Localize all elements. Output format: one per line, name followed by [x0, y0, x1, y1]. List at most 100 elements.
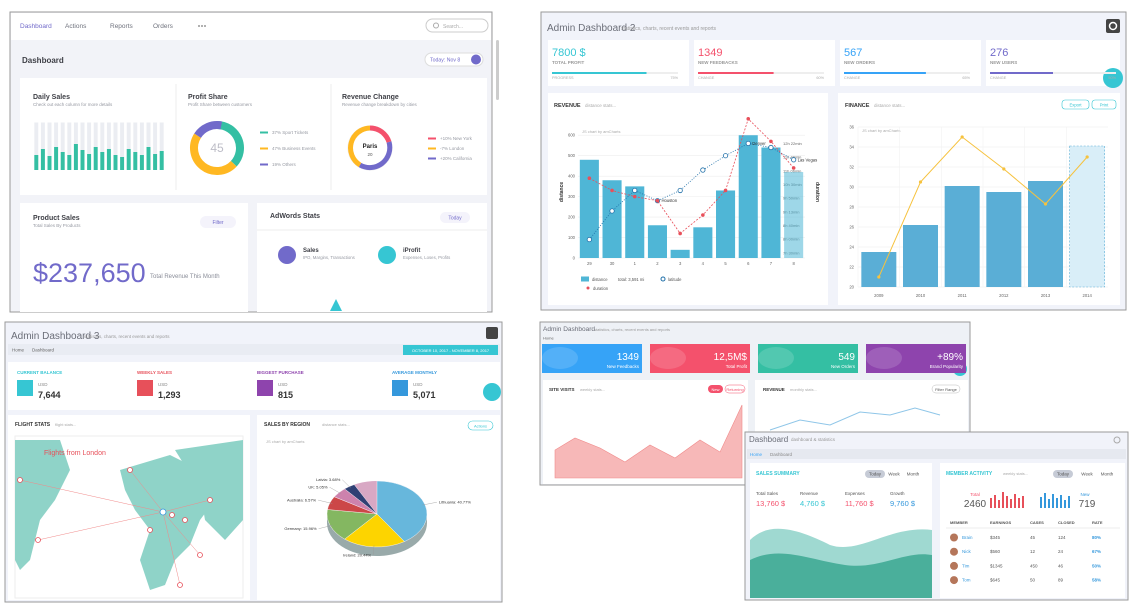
label: statistics, charts, recent events and re…: [621, 26, 717, 32]
label: 28: [849, 205, 854, 210]
label: Month: [1101, 472, 1114, 477]
point: [918, 180, 923, 184]
label: Expenses: [845, 491, 866, 496]
date-button[interactable]: [471, 54, 481, 65]
point: [700, 167, 706, 173]
label: $645: [990, 578, 1001, 583]
bar: [100, 152, 105, 170]
label: 2011: [958, 293, 968, 298]
export-button[interactable]: [1061, 99, 1090, 110]
filter-button[interactable]: [200, 216, 236, 228]
point: [587, 176, 592, 181]
label: 12,5M$: [714, 352, 748, 363]
tile-decor: [650, 347, 686, 369]
bar: [146, 147, 151, 170]
label: Expenses, Loses, Profits: [403, 255, 450, 260]
bar: [139, 155, 144, 170]
label: Total: [970, 492, 980, 497]
bar: [47, 156, 52, 170]
label: Flights from London: [44, 450, 106, 457]
bar: [60, 152, 65, 170]
label: 4,760 $: [800, 499, 826, 508]
label: 7: [770, 261, 773, 266]
breadcrumb-bar: [747, 449, 1126, 459]
tab-active[interactable]: [1053, 470, 1073, 478]
label: Revenue: [800, 491, 819, 496]
label: SITE VISITS: [549, 387, 575, 392]
label: FLIGHT STATS: [15, 422, 51, 428]
label: FINANCE: [845, 103, 870, 109]
kpi-icon: [257, 380, 273, 396]
kpi-icon: [17, 380, 33, 396]
point: [677, 187, 683, 194]
label: +10% New York: [440, 136, 473, 141]
bar-background: [100, 122, 105, 170]
search-icon: [433, 22, 439, 29]
label: 24: [849, 245, 854, 250]
label: total: 3,591 mi: [618, 277, 644, 282]
filter-button[interactable]: [931, 384, 961, 394]
label: Lithuania: 40.77%: [439, 500, 471, 505]
label: 2009: [874, 293, 884, 298]
bar-background: [54, 122, 59, 170]
label: Tom: [962, 578, 971, 583]
search-box[interactable]: [425, 18, 489, 33]
label: USD: [278, 382, 288, 387]
label: 19% Others: [272, 162, 297, 167]
bar: [986, 192, 1022, 287]
point: [723, 188, 728, 193]
label-line: [318, 499, 333, 504]
label: 2010: [916, 293, 926, 298]
settings-button[interactable]: [486, 327, 498, 339]
bar-background: [93, 122, 98, 170]
label: Filter: [212, 220, 223, 226]
label: iProfit: [403, 248, 420, 254]
label: 5: [724, 261, 727, 266]
date-range[interactable]: [403, 345, 498, 355]
label: SALES SUMMARY: [756, 471, 800, 477]
tab-active[interactable]: [865, 470, 885, 478]
label: 549: [838, 352, 855, 363]
settings-button[interactable]: [1106, 19, 1120, 33]
nav-more[interactable]: [204, 25, 206, 27]
label: 34: [849, 145, 854, 150]
settings-icon[interactable]: [1113, 436, 1121, 444]
label: 124: [1058, 535, 1066, 540]
point: [791, 157, 797, 163]
area-chart: [554, 404, 743, 479]
label: Profit Share: [188, 94, 228, 101]
label: monthly stats...: [790, 387, 817, 392]
print-button[interactable]: [1091, 99, 1117, 110]
bar-background: [113, 122, 118, 170]
flight-routes: [19, 469, 211, 586]
label: 567: [844, 47, 862, 59]
bar-background: [47, 122, 52, 170]
label-line: [329, 487, 342, 494]
actions-button[interactable]: [467, 420, 494, 431]
decor: [330, 299, 342, 311]
label: Returning: [726, 387, 743, 392]
bar: [579, 159, 599, 258]
nav-more[interactable]: [201, 25, 203, 27]
tile: [866, 344, 966, 373]
date-pill[interactable]: [424, 52, 484, 67]
nav-more[interactable]: [198, 25, 200, 27]
bar: [647, 225, 667, 258]
point: [746, 117, 751, 121]
bar: [34, 155, 39, 170]
kpi-card: [986, 40, 1120, 86]
gear-icon: [1108, 21, 1118, 31]
new-button[interactable]: [708, 385, 723, 393]
label: Reports: [110, 23, 134, 30]
fab[interactable]: [483, 383, 501, 401]
label: Home: [12, 348, 25, 353]
label: Daily Sales: [33, 94, 70, 101]
label: 4: [702, 261, 705, 266]
donut-segment: [194, 121, 223, 139]
label: NEW FEEDBACKS: [698, 60, 738, 65]
returning-button[interactable]: [724, 384, 746, 394]
period-button[interactable]: [440, 212, 470, 223]
bar: [54, 147, 59, 170]
label: Actions: [65, 23, 87, 30]
label: Ireland: 20.44%: [343, 553, 371, 558]
